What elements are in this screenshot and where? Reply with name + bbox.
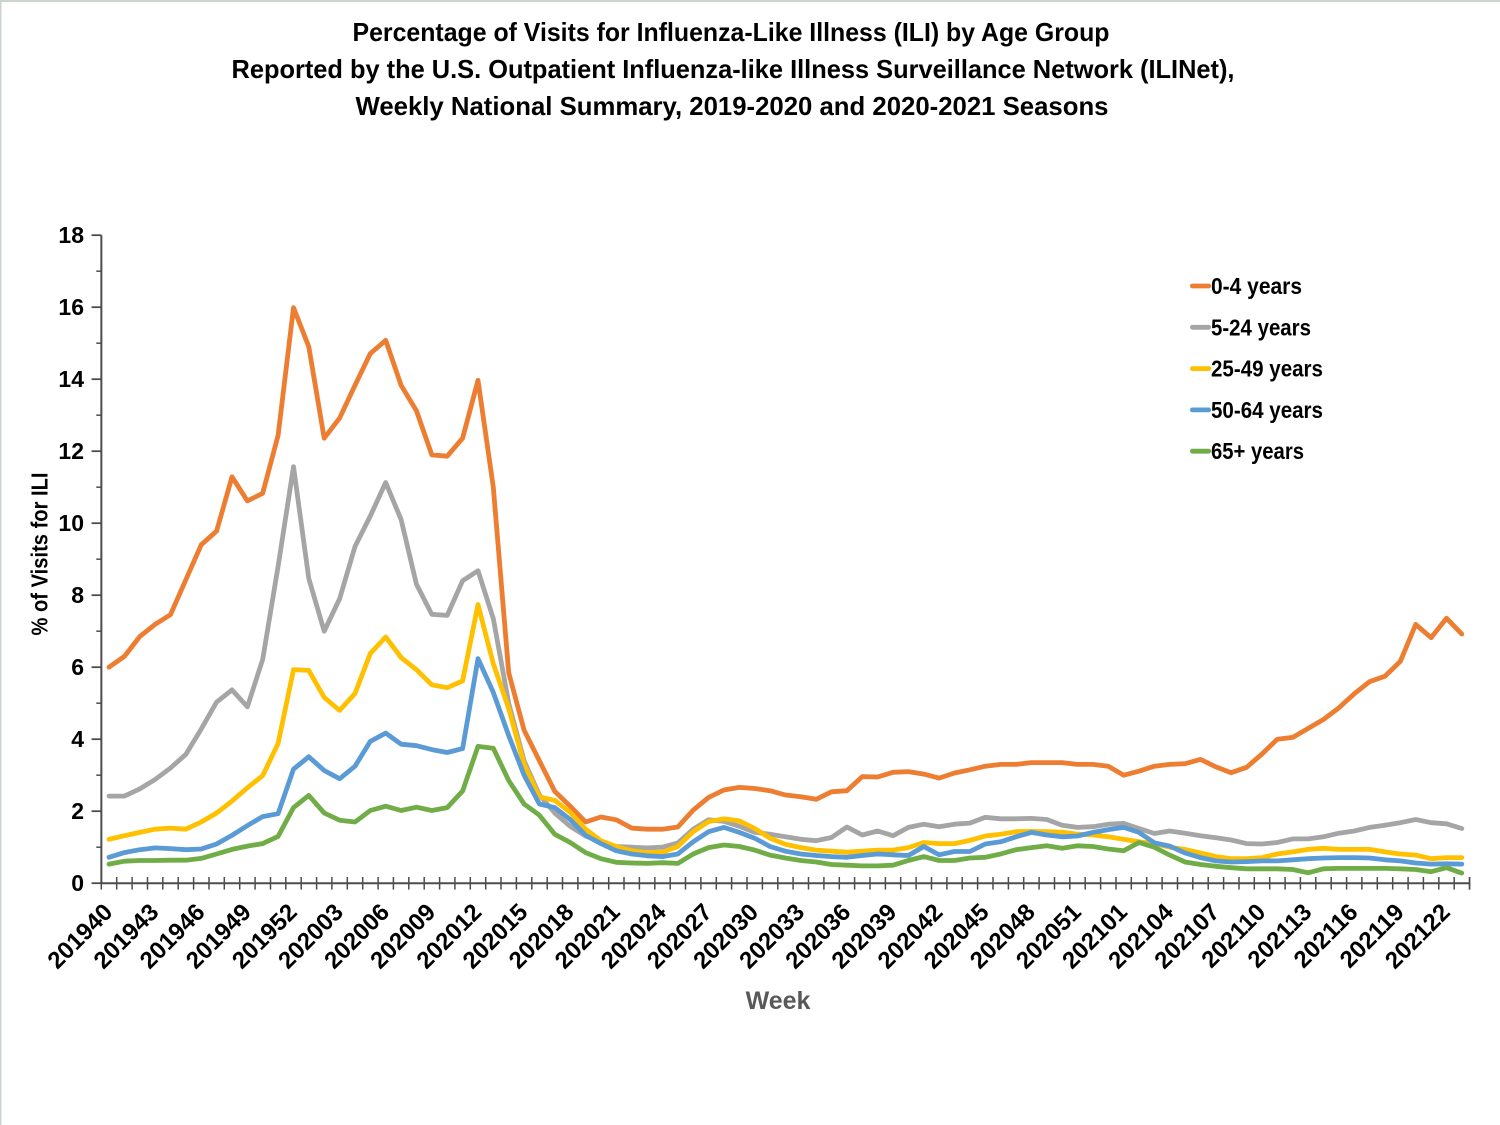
svg-text:Weekly National Summary, 2019-: Weekly National Summary, 2019-2020 and 2…: [356, 91, 1109, 121]
svg-text:5-24 years: 5-24 years: [1211, 314, 1311, 340]
svg-text:18: 18: [58, 222, 84, 248]
svg-text:6: 6: [71, 654, 84, 680]
svg-text:65+ years: 65+ years: [1211, 438, 1304, 464]
svg-text:0: 0: [71, 870, 84, 896]
svg-text:% of Visits for ILI: % of Visits for ILI: [27, 473, 53, 636]
svg-text:Percentage of Visits for Influ: Percentage of Visits for Influenza-Like …: [353, 17, 1110, 47]
svg-text:Week: Week: [746, 987, 811, 1015]
svg-text:14: 14: [58, 366, 84, 392]
svg-text:0-4 years: 0-4 years: [1211, 273, 1302, 299]
svg-text:16: 16: [58, 294, 84, 320]
svg-text:12: 12: [58, 438, 84, 464]
svg-text:Reported by the U.S. Outpatien: Reported by the U.S. Outpatient Influenz…: [232, 54, 1235, 84]
svg-text:2: 2: [71, 798, 84, 824]
svg-text:50-64 years: 50-64 years: [1211, 397, 1323, 423]
svg-text:4: 4: [71, 726, 84, 752]
svg-text:10: 10: [58, 510, 84, 536]
svg-text:8: 8: [71, 582, 84, 608]
svg-text:25-49 years: 25-49 years: [1211, 356, 1323, 382]
